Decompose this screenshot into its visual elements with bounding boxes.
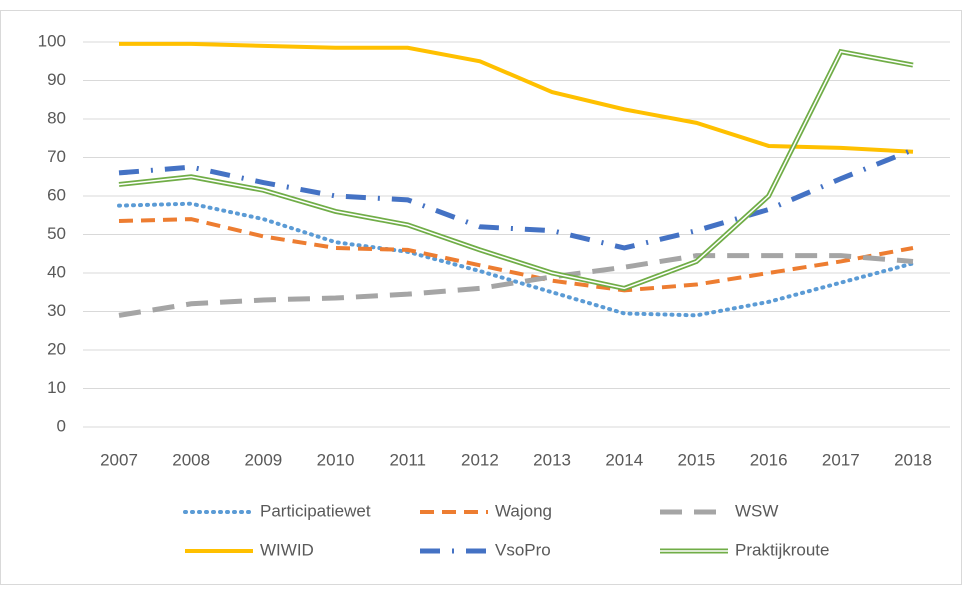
x-tick-label: 2007 — [100, 450, 138, 469]
y-tick-label: 60 — [47, 185, 66, 204]
legend-label: VsoPro — [495, 540, 551, 559]
x-tick-label: 2018 — [894, 450, 932, 469]
y-tick-label: 40 — [47, 262, 66, 281]
series-line — [119, 41, 914, 154]
x-tick-label: 2008 — [172, 450, 210, 469]
y-tick-label: 50 — [47, 224, 66, 243]
y-tick-label: 90 — [47, 70, 66, 89]
y-tick-label: 0 — [57, 416, 66, 435]
x-tick-label: 2016 — [750, 450, 788, 469]
series-line — [118, 217, 914, 293]
legend-label: Praktijkroute — [735, 540, 829, 559]
y-tick-label: 10 — [47, 378, 66, 397]
x-tick-label: 2013 — [533, 450, 571, 469]
x-tick-label: 2012 — [461, 450, 499, 469]
legend-label: WSW — [735, 501, 778, 520]
x-tick-label: 2014 — [605, 450, 643, 469]
x-tick-label: 2015 — [678, 450, 716, 469]
legend-label: Wajong — [495, 501, 552, 520]
y-tick-label: 100 — [38, 31, 66, 50]
x-tick-label: 2011 — [389, 450, 426, 469]
series-line-inner — [118, 50, 914, 290]
y-tick-label: 20 — [47, 339, 66, 358]
x-tick-label: 2017 — [822, 450, 860, 469]
legend-label: WIWID — [260, 540, 314, 559]
y-tick-label: 80 — [47, 108, 66, 127]
series-line — [117, 201, 915, 318]
x-tick-label: 2010 — [317, 450, 355, 469]
series-line — [118, 253, 914, 318]
x-tick-label: 2009 — [244, 450, 282, 469]
chart-frame — [0, 10, 962, 585]
y-tick-label: 30 — [47, 301, 66, 320]
legend-label: Participatiewet — [260, 501, 371, 520]
y-tick-label: 70 — [47, 147, 66, 166]
